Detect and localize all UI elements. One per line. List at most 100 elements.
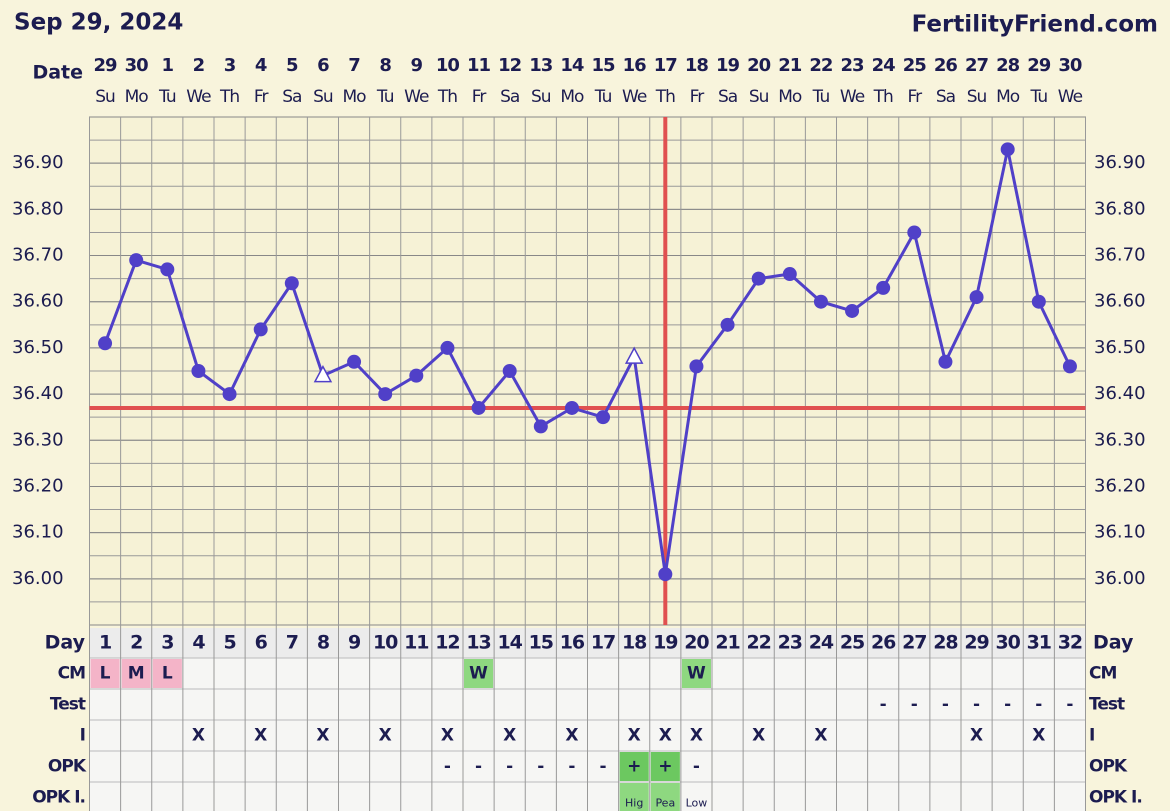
row-label: CM	[58, 664, 85, 684]
weekday: Fr	[690, 87, 705, 107]
date-number: 12	[498, 55, 521, 76]
day-number: 4	[192, 632, 205, 654]
weekday: Sa	[718, 87, 737, 107]
day-number: 29	[964, 632, 988, 654]
day-number: 13	[466, 632, 490, 654]
day-number: 26	[871, 632, 896, 654]
date-number: 24	[872, 55, 896, 76]
day-number: 7	[286, 632, 298, 654]
row-label-right: Test	[1089, 695, 1125, 715]
day-number: 5	[223, 632, 235, 654]
date-number: 14	[560, 55, 584, 76]
cell-text: X	[441, 726, 454, 746]
day-number: 3	[161, 632, 173, 654]
cell-text: X	[316, 726, 329, 746]
day-number: 20	[684, 632, 709, 654]
cell-highlight	[121, 659, 151, 688]
row-label: Test	[50, 695, 86, 715]
source: FertilityFriend.com	[912, 12, 1158, 38]
date-number: 23	[841, 55, 865, 76]
day-number: 31	[1027, 632, 1051, 654]
cell-text: X	[659, 726, 672, 746]
cell-highlight	[650, 783, 680, 811]
y-tick-label: 36.10	[12, 522, 64, 543]
temperature-marker	[876, 280, 891, 295]
y-tick-label-right: 36.00	[1094, 568, 1146, 589]
cell-text: X	[814, 726, 827, 746]
y-tick-label: 36.00	[12, 568, 64, 589]
cell-highlight	[619, 752, 649, 781]
cell-text: X	[503, 726, 516, 746]
y-tick-label-right: 36.30	[1094, 429, 1146, 450]
row-label: I	[80, 726, 85, 746]
y-tick-label: 36.20	[12, 475, 64, 496]
y-tick-label: 36.40	[12, 383, 64, 404]
temperature-marker	[253, 322, 268, 337]
cell-text: X	[752, 726, 765, 746]
temperature-marker	[347, 354, 362, 369]
y-tick-label-right: 36.50	[1094, 337, 1146, 358]
cell-text: Pea	[655, 797, 675, 810]
temperature-marker	[782, 267, 797, 282]
row-label-right: OPK	[1089, 757, 1128, 777]
cell-text: M	[128, 664, 145, 684]
cell-text: -	[1035, 695, 1042, 715]
weekday: Su	[967, 87, 987, 107]
cell-text: -	[911, 695, 918, 715]
temperature-marker	[378, 387, 393, 402]
day-number: 17	[591, 632, 615, 654]
date-number: 15	[592, 55, 616, 76]
weekday: We	[186, 87, 211, 107]
y-tick-label-right: 36.80	[1094, 198, 1146, 219]
day-number: 24	[809, 632, 834, 654]
temperature-marker	[222, 387, 237, 402]
temperature-marker	[813, 294, 828, 309]
day-number: 30	[995, 632, 1020, 654]
row-label-right: OPK I.	[1089, 788, 1142, 808]
temperature-marker	[907, 225, 922, 240]
weekday: Th	[655, 87, 675, 107]
date-number: 16	[623, 55, 647, 76]
date-number: 30	[1058, 55, 1082, 76]
date-number: 9	[411, 55, 423, 76]
temperature-marker	[129, 253, 144, 268]
cell-text: -	[1066, 695, 1073, 715]
weekday: We	[840, 87, 865, 107]
weekday: Sa	[500, 87, 519, 107]
y-tick-label: 36.60	[12, 291, 64, 312]
date-number: 10	[436, 55, 460, 76]
date-number: 22	[809, 55, 832, 76]
date-number: 21	[778, 55, 802, 76]
cell-highlight	[90, 659, 120, 688]
y-tick-label: 36.90	[12, 152, 64, 173]
date-number: 29	[1027, 55, 1051, 76]
day-number: 21	[715, 632, 739, 654]
cell-text: X	[628, 726, 641, 746]
weekday: Su	[531, 87, 551, 107]
weekday: Tu	[158, 87, 176, 107]
cell-text: +	[658, 757, 672, 777]
date-number: 6	[317, 55, 329, 76]
date-number: 4	[255, 55, 267, 76]
temperature-marker	[596, 410, 611, 425]
y-tick-label-right: 36.20	[1094, 475, 1146, 496]
cell-text: X	[254, 726, 267, 746]
day-number: 22	[746, 632, 770, 654]
cell-highlight	[681, 659, 711, 688]
date-number: 25	[903, 55, 927, 76]
weekday: Fr	[254, 87, 269, 107]
x-label: Date	[32, 62, 83, 84]
weekday: Fr	[472, 87, 487, 107]
temperature-marker	[1031, 294, 1046, 309]
cell-text: X	[192, 726, 205, 746]
y-tick-label-right: 36.40	[1094, 383, 1146, 404]
date-number: 17	[654, 55, 678, 76]
cell-text: Hig	[625, 797, 643, 810]
temperature-marker	[845, 303, 860, 318]
y-tick-label-right: 36.60	[1094, 291, 1146, 312]
cell-text: -	[880, 695, 887, 715]
day-number: 19	[653, 632, 677, 654]
temperature-marker	[471, 400, 486, 415]
row-label: OPK I.	[32, 788, 85, 808]
weekday: Mo	[778, 87, 802, 107]
